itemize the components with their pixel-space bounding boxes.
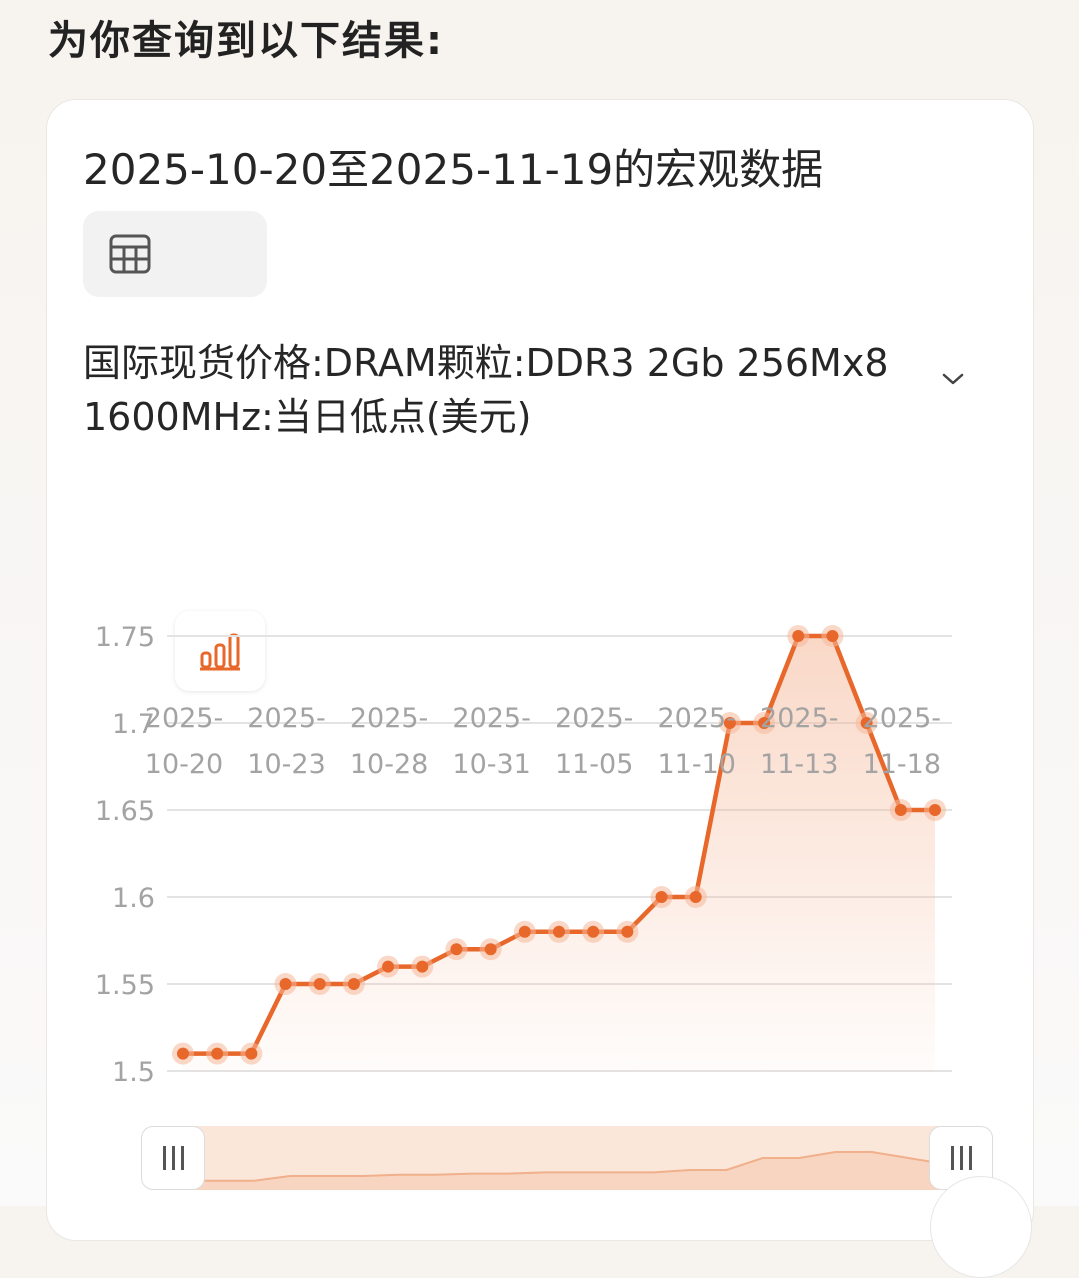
data-point — [587, 925, 600, 938]
data-point — [518, 925, 531, 938]
data-point — [758, 717, 771, 729]
data-point — [245, 1047, 258, 1060]
zoom-slider-track — [181, 1126, 981, 1190]
x-tick-label: 11-05 — [555, 749, 633, 780]
x-tick-label: 2025- — [657, 703, 735, 734]
y-tick-label: 1.65 — [95, 796, 155, 827]
metric-label: 国际现货价格:DRAM颗粒:DDR3 2Gb 256Mx8 1600MHz:当日… — [83, 341, 889, 439]
data-point — [723, 717, 736, 729]
data-point — [894, 804, 907, 816]
macro-data-card: 2025-10-20至2025-11-19的宏观数据 国际现货价格:DRAM颗粒… — [46, 99, 1034, 1241]
data-point — [689, 891, 702, 903]
zoom-slider-preview — [181, 1151, 981, 1190]
data-point — [279, 978, 292, 990]
data-point — [655, 891, 668, 903]
line-chart: 1.5 1.55 1.6 1.65 1.7 1.75 2025- 10-20 2025- 10-… — [95, 622, 952, 1088]
x-tick-label: 11-10 — [657, 749, 735, 780]
metric-selector[interactable]: 国际现货价格:DRAM颗粒:DDR3 2Gb 256Mx8 1600MHz:当日… — [83, 336, 983, 456]
x-tick-label: 2025- — [247, 703, 325, 734]
x-tick-label: 10-28 — [350, 749, 428, 780]
x-tick-label: 2025- — [452, 703, 530, 734]
zoom-slider-left-handle[interactable] — [141, 1126, 205, 1190]
x-tick-label: 11-18 — [863, 749, 941, 780]
data-point — [450, 943, 463, 956]
data-point — [416, 960, 429, 973]
y-tick-label: 1.7 — [112, 709, 155, 740]
card-title: 2025-10-20至2025-11-19的宏观数据 — [83, 145, 824, 194]
x-tick-label: 10-23 — [247, 749, 325, 780]
zoom-slider-preview-line — [181, 1151, 981, 1182]
data-point — [826, 630, 839, 642]
y-tick-label: 1.55 — [95, 970, 155, 1001]
data-point — [211, 1047, 224, 1060]
data-point — [792, 630, 805, 642]
zoom-slider[interactable] — [141, 1126, 993, 1214]
x-tick-label: 10-20 — [145, 749, 223, 780]
bar-chart-icon — [200, 633, 240, 671]
x-tick-label: 10-31 — [452, 749, 530, 780]
zoom-slider-preview-area — [181, 1152, 981, 1190]
chart-view-button[interactable] — [175, 611, 265, 691]
data-point — [860, 717, 873, 729]
y-tick-label: 1.6 — [112, 883, 155, 914]
data-point — [621, 925, 634, 938]
x-tick-label: 11-13 — [760, 749, 838, 780]
x-tick-label: 2025- — [760, 703, 838, 734]
data-point — [382, 960, 395, 973]
x-tick-label: 2025- — [350, 703, 428, 734]
y-tick-label: 1.5 — [112, 1057, 155, 1088]
y-tick-label: 1.75 — [95, 622, 155, 653]
x-tick-label: 2025- — [145, 703, 223, 734]
data-point — [553, 925, 565, 938]
table-icon — [109, 234, 151, 274]
x-tick-label: 2025- — [863, 703, 941, 734]
data-point — [929, 804, 941, 816]
data-point — [347, 978, 360, 990]
x-tick-label: 2025- — [555, 703, 633, 734]
floating-action-button[interactable] — [930, 1176, 1032, 1278]
table-view-button[interactable] — [85, 214, 175, 294]
view-toggle — [83, 211, 267, 691]
data-point — [313, 978, 326, 990]
results-heading: 为你查询到以下结果: — [48, 18, 444, 64]
data-point — [177, 1047, 189, 1060]
data-point — [484, 943, 497, 956]
chevron-down-icon[interactable] — [941, 372, 965, 386]
series-area — [183, 636, 935, 1071]
